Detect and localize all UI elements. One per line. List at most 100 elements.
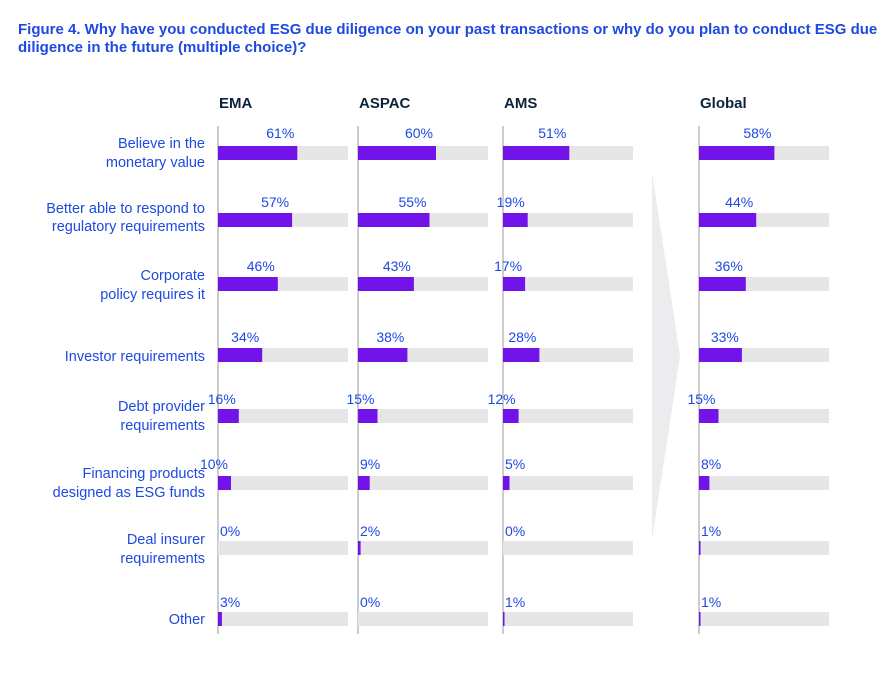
bar [358,348,408,362]
bar-track [358,476,488,490]
category-label: requirements [120,418,205,434]
bar-track [218,612,348,626]
data-label: 15% [346,391,374,407]
bar-track [218,409,348,423]
data-label: 1% [505,594,525,610]
bar-track [358,409,488,423]
data-label: 28% [508,329,536,345]
bar [358,476,370,490]
bar-track [358,612,488,626]
data-label: 33% [711,329,739,345]
bar [358,213,430,227]
bar-track [503,213,633,227]
data-label: 8% [701,456,721,472]
category-label: designed as ESG funds [53,485,205,501]
data-label: 57% [261,194,289,210]
bar-track [218,541,348,555]
bar [358,277,414,291]
data-label: 60% [405,125,433,141]
data-label: 55% [398,194,426,210]
data-label: 43% [383,258,411,274]
data-label: 0% [220,523,240,539]
data-label: 34% [231,329,259,345]
separator-arrow [652,172,680,540]
bar-track [503,612,633,626]
category-label: Financing products [82,466,205,482]
figure-title: Figure 4. Why have you conducted ESG due… [18,21,878,56]
bar-track [699,612,829,626]
bar [503,409,519,423]
category-label: Debt provider [118,399,205,415]
data-label: 46% [247,258,275,274]
data-label: 0% [505,523,525,539]
bar [218,612,222,626]
bar-track [503,409,633,423]
bar [699,541,701,555]
category-label: Better able to respond to [46,201,205,217]
data-label: 36% [715,258,743,274]
data-label: 58% [743,125,771,141]
panel-header: ASPAC [359,95,411,112]
bar [699,348,742,362]
bar [218,409,239,423]
bar [699,277,746,291]
bar [358,409,378,423]
category-label: regulatory requirements [52,219,205,235]
bar [699,213,757,227]
bar [358,541,361,555]
bar [699,476,710,490]
bar [503,612,505,626]
bar [699,409,719,423]
data-label: 10% [200,456,228,472]
bar [503,213,528,227]
data-label: 12% [488,391,516,407]
data-label: 61% [266,125,294,141]
bar-track [699,409,829,423]
bar-track [358,541,488,555]
data-label: 5% [505,456,525,472]
bar [503,348,540,362]
bar [699,612,701,626]
panel-header: Global [700,95,747,112]
bar [503,476,510,490]
bar-track [503,476,633,490]
bar [218,213,293,227]
data-label: 19% [497,194,525,210]
data-label: 16% [208,391,236,407]
bar [218,146,298,160]
data-label: 51% [538,125,566,141]
data-label: 2% [360,523,380,539]
category-label: Other [169,612,205,628]
category-label: Investor requirements [65,349,205,365]
bar [699,146,775,160]
bar [218,476,231,490]
data-label: 1% [701,594,721,610]
category-label: policy requires it [100,287,205,303]
data-label: 44% [725,194,753,210]
category-label: Believe in the [118,136,205,152]
bar [503,277,526,291]
bar-track [699,541,829,555]
category-label: Corporate [141,268,205,284]
data-label: 38% [376,329,404,345]
bar-track [503,541,633,555]
data-label: 1% [701,523,721,539]
data-label: 0% [360,594,380,610]
bar-track [699,476,829,490]
data-label: 15% [687,391,715,407]
category-label: monetary value [106,155,205,171]
bar [218,277,278,291]
bar-track [503,277,633,291]
panel-header: AMS [504,95,537,112]
bar [218,348,263,362]
bar-track [218,476,348,490]
category-label: requirements [120,551,205,567]
bar [358,146,436,160]
category-label: Deal insurer [127,532,205,548]
data-label: 9% [360,456,380,472]
panel-header: EMA [219,95,253,112]
data-label: 3% [220,594,240,610]
data-label: 17% [494,258,522,274]
bar [503,146,570,160]
